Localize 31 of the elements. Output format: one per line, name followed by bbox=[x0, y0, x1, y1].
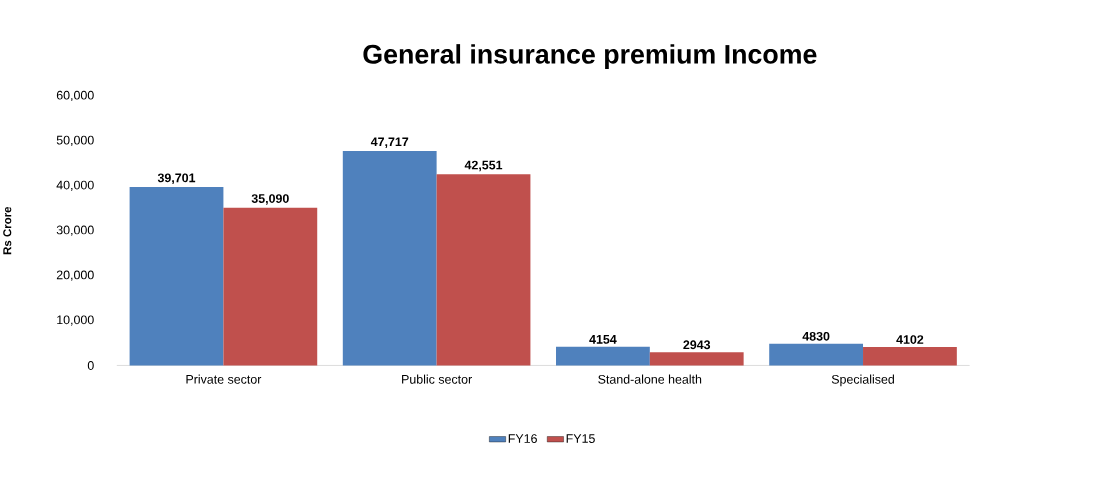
y-tick-label: 50,000 bbox=[56, 135, 94, 146]
bar bbox=[342, 150, 437, 366]
legend-label: FY16 bbox=[508, 434, 537, 443]
bar bbox=[863, 346, 957, 366]
x-tick-label: Public sector bbox=[402, 374, 472, 384]
data-label: 42,551 bbox=[464, 160, 503, 172]
data-label: 39,701 bbox=[157, 173, 196, 184]
y-tick-label: 40,000 bbox=[56, 180, 94, 191]
y-axis-title: Rs Crore bbox=[3, 206, 12, 254]
data-label: 4102 bbox=[896, 335, 924, 344]
y-tick-label: 20,000 bbox=[56, 270, 94, 281]
bar bbox=[769, 343, 864, 366]
bar bbox=[129, 186, 224, 366]
data-label: 35,090 bbox=[251, 194, 289, 205]
data-label: 47,717 bbox=[370, 137, 409, 148]
data-label: 2943 bbox=[683, 340, 711, 350]
x-tick-label: Stand-alone health bbox=[598, 374, 702, 384]
chart-title: General insurance premium Income bbox=[363, 43, 817, 69]
data-label: 4154 bbox=[589, 334, 617, 344]
y-tick-label: 30,000 bbox=[56, 225, 94, 236]
data-label: 4830 bbox=[802, 331, 830, 341]
x-tick-label: Specialised bbox=[831, 374, 894, 387]
y-tick-label: 60,000 bbox=[56, 90, 94, 101]
bar bbox=[649, 352, 744, 366]
legend-label: FY15 bbox=[566, 434, 595, 443]
y-tick-label: 10,000 bbox=[57, 315, 94, 326]
bar bbox=[436, 174, 531, 366]
bar bbox=[556, 346, 650, 366]
x-tick-label: Private sector bbox=[186, 374, 262, 384]
y-tick-label: 0 bbox=[87, 360, 94, 370]
bar bbox=[223, 207, 318, 366]
